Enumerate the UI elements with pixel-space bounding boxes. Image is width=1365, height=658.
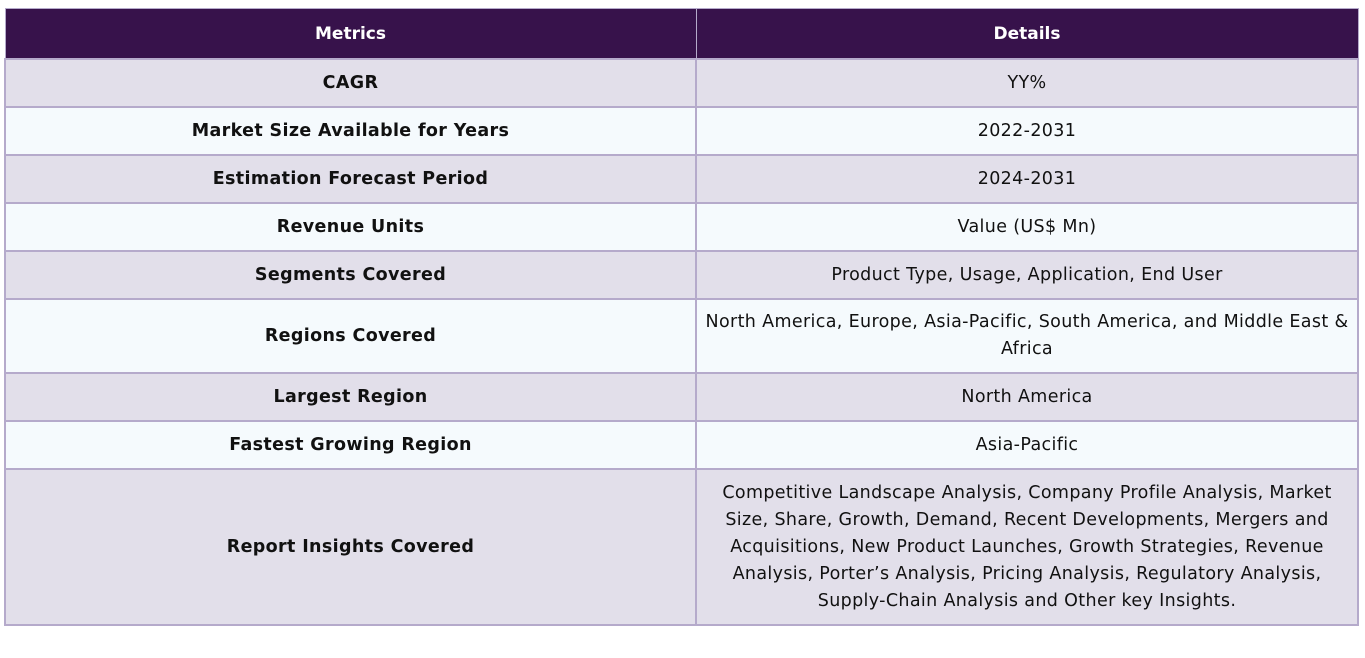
table-row: Segments Covered Product Type, Usage, Ap… [4,250,1359,300]
header-metrics: Metrics [4,8,697,60]
table-row: Report Insights Covered Competitive Land… [4,468,1359,626]
metric-cell: Regions Covered [4,298,697,374]
detail-cell: North America, Europe, Asia-Pacific, Sou… [695,298,1359,374]
metric-cell: Revenue Units [4,202,697,252]
detail-cell: Competitive Landscape Analysis, Company … [695,468,1359,626]
detail-cell: Value (US$ Mn) [695,202,1359,252]
table-row: Estimation Forecast Period 2024-2031 [4,154,1359,204]
table-row: Largest Region North America [4,372,1359,422]
report-metrics-table: Metrics Details CAGR YY% Market Size Ava… [4,8,1359,626]
table-header-row: Metrics Details [4,8,1359,60]
detail-cell: North America [695,372,1359,422]
metric-cell: Market Size Available for Years [4,106,697,156]
metric-cell: Largest Region [4,372,697,422]
metric-cell: Estimation Forecast Period [4,154,697,204]
table-row: Market Size Available for Years 2022-203… [4,106,1359,156]
table-row: Regions Covered North America, Europe, A… [4,298,1359,374]
detail-cell: Product Type, Usage, Application, End Us… [695,250,1359,300]
detail-cell: YY% [695,58,1359,108]
table-row: Revenue Units Value (US$ Mn) [4,202,1359,252]
detail-cell: 2022-2031 [695,106,1359,156]
metric-cell: Report Insights Covered [4,468,697,626]
detail-cell: Asia-Pacific [695,420,1359,470]
header-details: Details [695,8,1359,60]
detail-cell: 2024-2031 [695,154,1359,204]
table-row: CAGR YY% [4,58,1359,108]
metric-cell: Segments Covered [4,250,697,300]
metric-cell: Fastest Growing Region [4,420,697,470]
report-metrics-table-container: Metrics Details CAGR YY% Market Size Ava… [4,8,1359,626]
metric-cell: CAGR [4,58,697,108]
table-row: Fastest Growing Region Asia-Pacific [4,420,1359,470]
